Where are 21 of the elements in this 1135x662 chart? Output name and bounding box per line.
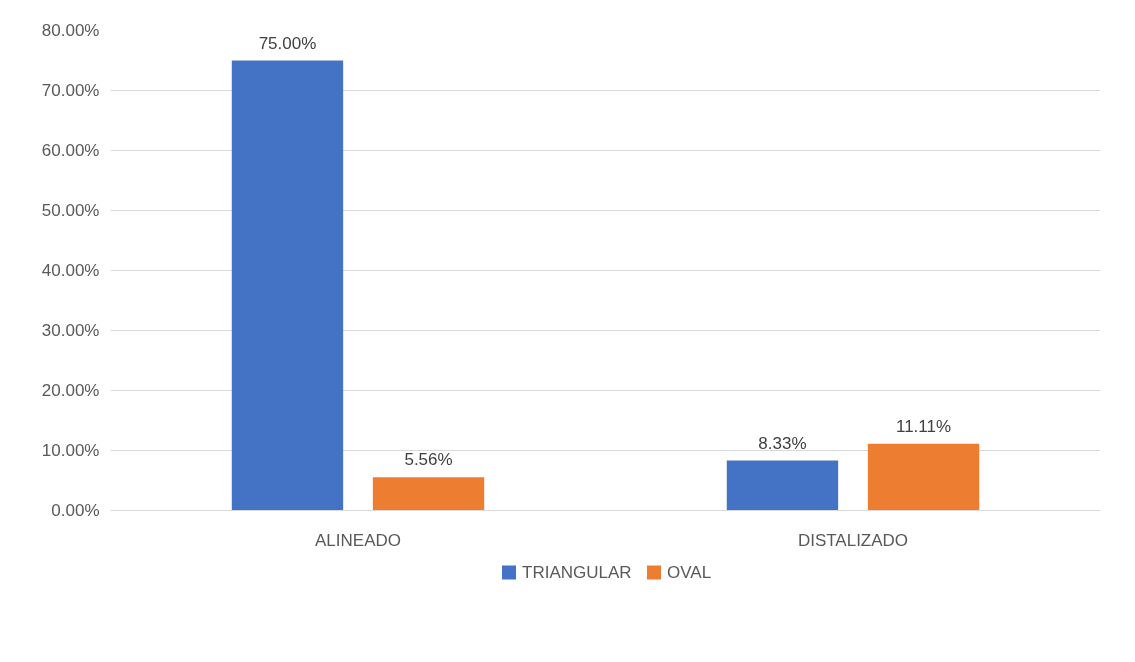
y-tick-label: 40.00% bbox=[41, 261, 100, 280]
bar bbox=[231, 60, 344, 511]
legend-label: OVAL bbox=[667, 563, 712, 582]
y-tick-label: 0.00% bbox=[51, 501, 100, 520]
y-tick-label: 60.00% bbox=[41, 141, 100, 160]
bar bbox=[726, 460, 839, 511]
y-tick-label: 50.00% bbox=[41, 201, 100, 220]
bar bbox=[372, 477, 485, 511]
y-tick-label: 20.00% bbox=[41, 381, 100, 400]
y-tick-label: 10.00% bbox=[41, 441, 100, 460]
y-tick-label: 30.00% bbox=[41, 321, 100, 340]
y-tick-label: 70.00% bbox=[41, 81, 100, 100]
y-tick-label: 80.00% bbox=[41, 21, 100, 40]
x-tick-label: ALINEADO bbox=[315, 530, 401, 550]
data-label: 11.11% bbox=[895, 416, 952, 436]
bar bbox=[867, 443, 980, 511]
data-label: 5.56% bbox=[404, 450, 453, 470]
data-label: 75.00% bbox=[258, 33, 317, 53]
legend-label: TRIANGULAR bbox=[522, 563, 632, 582]
x-tick-label: DISTALIZADO bbox=[797, 530, 909, 550]
data-label: 8.33% bbox=[758, 433, 807, 453]
